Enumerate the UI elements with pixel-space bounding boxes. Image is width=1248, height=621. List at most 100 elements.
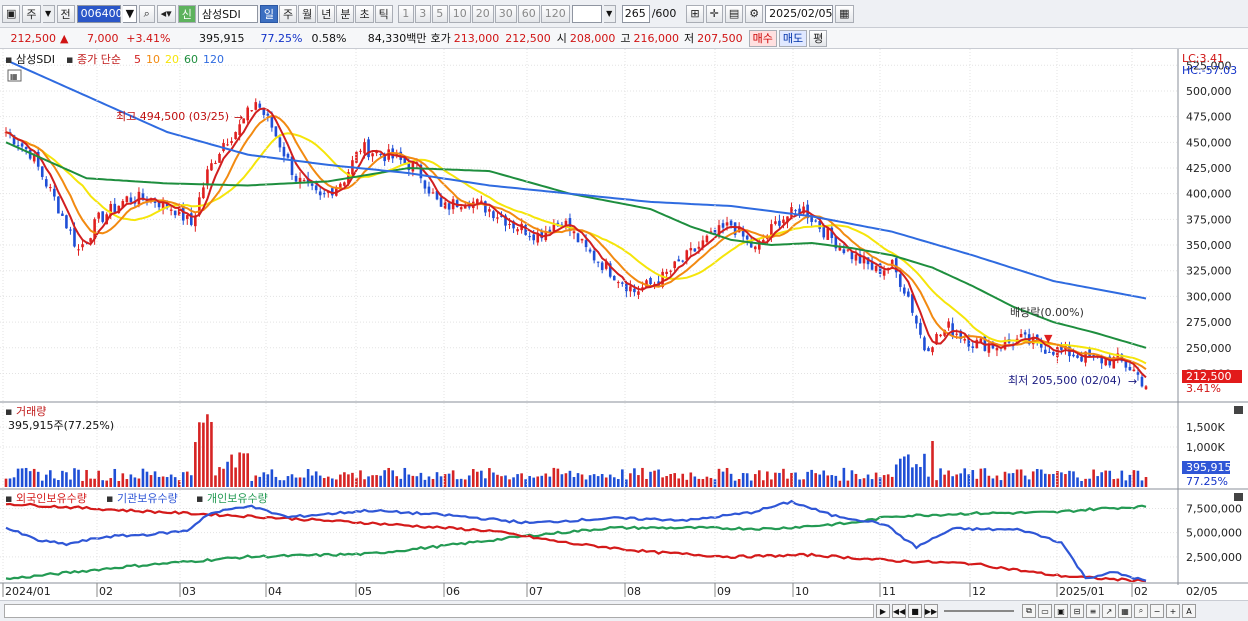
volume-bar [504,475,507,487]
buy-button[interactable]: 매수 [748,29,777,47]
calendar-icon[interactable]: ▦ [835,4,854,23]
candle-body [53,188,56,197]
last-volume-value: 395,915 [1186,461,1232,474]
volume-bar [53,478,56,487]
volume-y-tick: 1,500K [1186,421,1225,434]
period-tab[interactable]: 분 [336,4,355,23]
minute-tab[interactable]: 60 [517,4,540,23]
arrow-right-icon: → [1128,375,1137,388]
stop-icon[interactable]: ■ [908,604,922,618]
candle-body [1104,358,1108,366]
scroll-track[interactable] [4,604,874,618]
grid-icon[interactable]: ▦ [1118,604,1132,618]
volume-bar [266,474,270,487]
minute-tab[interactable]: 20 [471,4,494,23]
volume-bar [778,472,781,487]
price-change: 7,000 [86,31,119,45]
last-price-rate: 3.41% [1186,382,1221,395]
x-axis: 2024/01 02 03 04 05 06 07 08 09 10 11 12 2025/01 02 02… [2,49,1218,598]
legend-ma-20: 20 [165,53,179,66]
chevron-down-icon[interactable]: ▼ [603,4,616,23]
volume-panel[interactable]: 1,500K 1,000K [0,414,1225,487]
volume-bar [1100,472,1103,487]
rewind-icon[interactable]: ◀◀ [892,604,906,618]
search-icon[interactable]: ⌕ [138,4,155,23]
chevron-down-icon[interactable]: ▼ [42,4,55,23]
plus-icon[interactable]: + [1166,604,1180,618]
average-button[interactable]: 평 [809,29,828,47]
candle-body [202,187,205,199]
minus-icon[interactable]: − [1150,604,1164,618]
panel-close-icon[interactable] [1234,493,1243,501]
volume-bar [97,470,100,487]
holding-panel[interactable]: 7,500,000 5,000,000 2,500,000 [0,499,1242,583]
volume-bar [528,476,531,487]
x-tick-label: 11 [882,585,896,598]
crosshair-icon[interactable]: ✛ [705,4,723,23]
period-tab[interactable]: 주 [278,4,298,23]
volume-bar [69,479,72,487]
window-icon[interactable]: ▣ [1054,604,1068,618]
date-input[interactable]: 2025/02/05 [765,4,834,23]
period-tab[interactable]: 일 [259,4,278,23]
volume-bar [439,476,443,487]
split-icon[interactable]: ⧉ [1022,604,1036,618]
volume-bar [749,480,753,487]
sell-button[interactable]: 매도 [778,29,808,47]
font-icon[interactable]: A [1182,604,1196,618]
zoom-slider[interactable] [944,610,1014,612]
minute-tab[interactable]: 5 [431,4,448,23]
volume-bar [794,472,797,487]
compare-icon[interactable]: ⊟ [1070,604,1084,618]
candle-body [1048,351,1051,353]
count-input[interactable]: 265 [621,4,650,23]
minute-tab[interactable]: 1 [397,4,414,23]
play-icon[interactable]: ▶ [876,604,890,618]
volume-bar [753,474,757,487]
institution-holding-line [5,499,1147,582]
candle-body [1100,356,1103,364]
stock-chart[interactable]: 525,000 500,000 475,000 450,000 425,000 400,0… [0,49,1248,600]
volume-bar [24,467,28,487]
volume-bar [306,469,310,487]
candle-body [576,233,580,243]
minute-tab[interactable]: 3 [414,4,431,23]
stock-name-field[interactable]: 삼성SDI [197,4,258,23]
save-icon[interactable]: ▤ [724,4,744,23]
type-select[interactable]: 주 [22,4,41,23]
grid-toggle-icon[interactable] [7,69,22,82]
period-tab[interactable]: 틱 [374,4,393,23]
split-view-icon[interactable]: ⊞ [686,4,704,23]
volume-bar [927,476,930,487]
period-tab[interactable]: 초 [355,4,374,23]
minute-tab[interactable]: 30 [494,4,517,23]
minute-tab[interactable]: 120 [540,4,570,23]
layout-icon[interactable]: ▭ [1038,604,1052,618]
candle-body [12,135,16,145]
candle-body [552,224,556,231]
custom-period-field[interactable] [571,4,602,23]
arrow-icon[interactable]: ↗ [1102,604,1116,618]
gear-icon[interactable]: ⚙ [745,4,764,23]
code-dropdown-icon[interactable]: ▼ [122,4,137,23]
window-menu-icon[interactable]: ▣ [2,4,21,23]
sound-icon[interactable]: ◂▾ [156,4,176,23]
volume-bar [427,476,431,487]
chart-scrollbar[interactable]: ▶ ◀◀ ■ ▶▶ ⧉ ▭ ▣ ⊟ ≡ ↗ ▦ ⌕ − + A [0,600,1248,621]
candle-body [1043,349,1047,354]
list-icon[interactable]: ≡ [1086,604,1100,618]
period-tab[interactable]: 월 [298,4,317,23]
candle-body [411,162,415,172]
zoom-out-icon[interactable]: ⌕ [1134,604,1148,618]
candle-body [838,246,842,251]
x-tick-label: 09 [717,585,731,598]
price-panel[interactable]: ▼ [4,59,1148,391]
ask-price: 213,000 [453,31,500,45]
period-tab[interactable]: 년 [317,4,336,23]
volume-bar [44,474,48,487]
period-select[interactable]: 전 [56,4,75,23]
stock-code-input[interactable]: 006400 [76,4,123,23]
minute-tab[interactable]: 10 [448,4,471,23]
panel-close-icon[interactable] [1234,406,1243,414]
fast-forward-icon[interactable]: ▶▶ [924,604,938,618]
